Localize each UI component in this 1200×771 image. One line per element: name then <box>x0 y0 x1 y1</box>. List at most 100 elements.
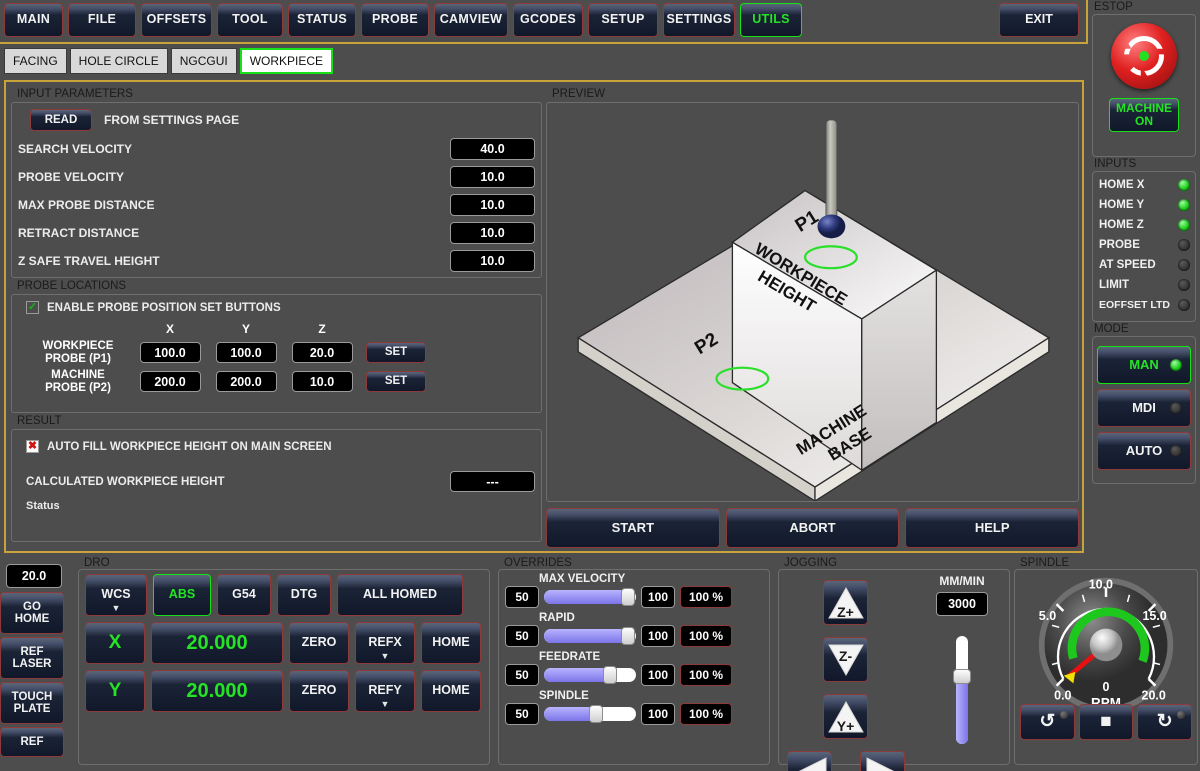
jog-speed-input[interactable]: 3000 <box>936 592 988 616</box>
axis-zero-y-button[interactable]: ZERO <box>289 670 349 712</box>
nav-button-utils[interactable]: UTILS <box>740 3 802 37</box>
mode-button-mdi[interactable]: MDI <box>1097 389 1191 427</box>
mode-button-man[interactable]: MAN <box>1097 346 1191 384</box>
row-label-line2: PROBE (P1) <box>45 352 111 365</box>
nav-button-gcodes[interactable]: GCODES <box>513 3 583 37</box>
dro-button-abs[interactable]: ABS <box>153 574 211 616</box>
p2-set-button[interactable]: SET <box>366 371 426 392</box>
max-velocity-slider[interactable] <box>544 588 636 606</box>
dro-button-dtg[interactable]: DTG <box>277 574 331 616</box>
override-row-feedrate: 50 100 100 % <box>499 664 769 687</box>
probe-led-icon <box>1178 239 1190 251</box>
retract-distance-input[interactable]: 10.0 <box>450 222 535 244</box>
axis-zero-x-button[interactable]: ZERO <box>289 622 349 664</box>
input-label: HOME Z <box>1099 219 1144 231</box>
axis-home-y-button[interactable]: HOME <box>421 670 481 712</box>
max-velocity-max-value[interactable]: 100 <box>641 586 675 608</box>
p2-x-input[interactable]: 200.0 <box>139 371 201 392</box>
mode-button-auto[interactable]: AUTO <box>1097 432 1191 470</box>
probe-velocity-input[interactable]: 10.0 <box>450 166 535 188</box>
autofill-checkbox[interactable]: ✖ <box>26 440 39 453</box>
search-velocity-input[interactable]: 40.0 <box>450 138 535 160</box>
axis-ref-x-button[interactable]: REFX ▼ <box>355 622 415 664</box>
feedrate-min-value[interactable]: 50 <box>505 664 539 686</box>
estop-button[interactable] <box>1111 23 1177 89</box>
input-label: PROBE <box>1099 239 1140 251</box>
slider-knob[interactable] <box>589 705 604 723</box>
nav-button-setup[interactable]: SETUP <box>588 3 658 37</box>
auto-led-icon <box>1170 445 1182 457</box>
p1-x-input[interactable]: 100.0 <box>139 342 201 363</box>
p2-y-input[interactable]: 200.0 <box>215 371 277 392</box>
row-label-line2: PROBE (P2) <box>45 381 111 394</box>
rapid-max-value[interactable]: 100 <box>641 625 675 647</box>
jog-y-plus-button[interactable]: Y+ <box>823 694 868 739</box>
nav-button-camview[interactable]: CAMVIEW <box>434 3 508 37</box>
p2-z-input[interactable]: 10.0 <box>291 371 353 392</box>
slider-knob[interactable] <box>953 668 971 684</box>
tab-workpiece[interactable]: WORKPIECE <box>239 48 334 74</box>
spindle-ccw-button[interactable]: ↺ <box>1020 704 1075 740</box>
dro-section: DRO WCS ▼ ABS G54 DTG ALL HOMED X 20.000 <box>78 557 490 765</box>
dro-button-all-homed[interactable]: ALL HOMED <box>337 574 463 616</box>
max-velocity-min-value[interactable]: 50 <box>505 586 539 608</box>
p1-y-input[interactable]: 100.0 <box>215 342 277 363</box>
spindle-max-value[interactable]: 100 <box>641 703 675 725</box>
tab-ngcgui[interactable]: NGCGUI <box>170 48 237 74</box>
nav-button-status[interactable]: STATUS <box>288 3 356 37</box>
spindle-cw-button[interactable]: ↻ <box>1137 704 1193 740</box>
exit-button[interactable]: EXIT <box>999 3 1079 37</box>
nav-button-settings[interactable]: SETTINGS <box>663 3 735 37</box>
help-button[interactable]: HELP <box>905 508 1080 548</box>
utility-value-field[interactable]: 20.0 <box>6 564 62 588</box>
rapid-slider[interactable] <box>544 627 636 645</box>
axis-value-x[interactable]: 20.000 <box>151 622 283 664</box>
nav-button-file[interactable]: FILE <box>68 3 136 37</box>
nav-button-offsets[interactable]: OFFSETS <box>141 3 212 37</box>
jog-z-minus-button[interactable]: Z- <box>823 637 868 682</box>
dro-button-wcs[interactable]: WCS ▼ <box>85 574 147 616</box>
jogging-title: JOGGING <box>784 557 838 569</box>
spindle-slider[interactable] <box>544 705 636 723</box>
slider-knob[interactable] <box>621 627 636 645</box>
axis-label-y[interactable]: Y <box>85 670 145 712</box>
p1-z-input[interactable]: 20.0 <box>291 342 353 363</box>
result-box: ✖ AUTO FILL WORKPIECE HEIGHT ON MAIN SCR… <box>11 429 542 542</box>
slider-knob[interactable] <box>621 588 636 606</box>
axis-ref-y-button[interactable]: REFY ▼ <box>355 670 415 712</box>
nav-button-tool[interactable]: TOOL <box>217 3 283 37</box>
axis-home-x-button[interactable]: HOME <box>421 622 481 664</box>
slider-knob[interactable] <box>602 666 617 684</box>
jog-speed-control: MM/MIN 3000 <box>919 574 1005 744</box>
rapid-min-value[interactable]: 50 <box>505 625 539 647</box>
max-probe-distance-input[interactable]: 10.0 <box>450 194 535 216</box>
spindle-min-value[interactable]: 50 <box>505 703 539 725</box>
abort-button[interactable]: ABORT <box>725 508 900 548</box>
axis-value-y[interactable]: 20.000 <box>151 670 283 712</box>
p1-set-button[interactable]: SET <box>366 342 426 363</box>
ref-laser-button[interactable]: REF LASER <box>0 637 64 679</box>
start-button[interactable]: START <box>546 508 720 548</box>
machine-on-button[interactable]: MACHINE ON <box>1109 98 1179 132</box>
jog-x-plus-button[interactable] <box>860 751 905 771</box>
input-row-home-x: HOME X <box>1093 175 1195 195</box>
axis-label-x[interactable]: X <box>85 622 145 664</box>
dro-button-g54[interactable]: G54 <box>217 574 271 616</box>
preview-action-buttons: START ABORT HELP <box>546 508 1080 548</box>
touch-plate-button[interactable]: TOUCH PLATE <box>0 682 64 724</box>
tab-facing[interactable]: FACING <box>4 48 67 74</box>
enable-probe-set-checkbox[interactable]: ✓ <box>26 301 39 314</box>
nav-button-probe[interactable]: PROBE <box>361 3 429 37</box>
go-home-button[interactable]: GO HOME <box>0 592 64 634</box>
feedrate-slider[interactable] <box>544 666 636 684</box>
tab-hole-circle[interactable]: HOLE CIRCLE <box>69 48 168 74</box>
z-safe-travel-height-input[interactable]: 10.0 <box>450 250 535 272</box>
jog-z-plus-button[interactable]: Z+ <box>823 580 868 625</box>
nav-button-main[interactable]: MAIN <box>4 3 63 37</box>
spindle-stop-button[interactable]: ■ <box>1078 704 1134 740</box>
feedrate-max-value[interactable]: 100 <box>641 664 675 686</box>
jog-speed-slider[interactable] <box>953 636 971 744</box>
ref-button[interactable]: REF <box>0 727 64 757</box>
read-button[interactable]: READ <box>30 109 92 131</box>
jog-x-minus-button[interactable] <box>787 751 832 771</box>
